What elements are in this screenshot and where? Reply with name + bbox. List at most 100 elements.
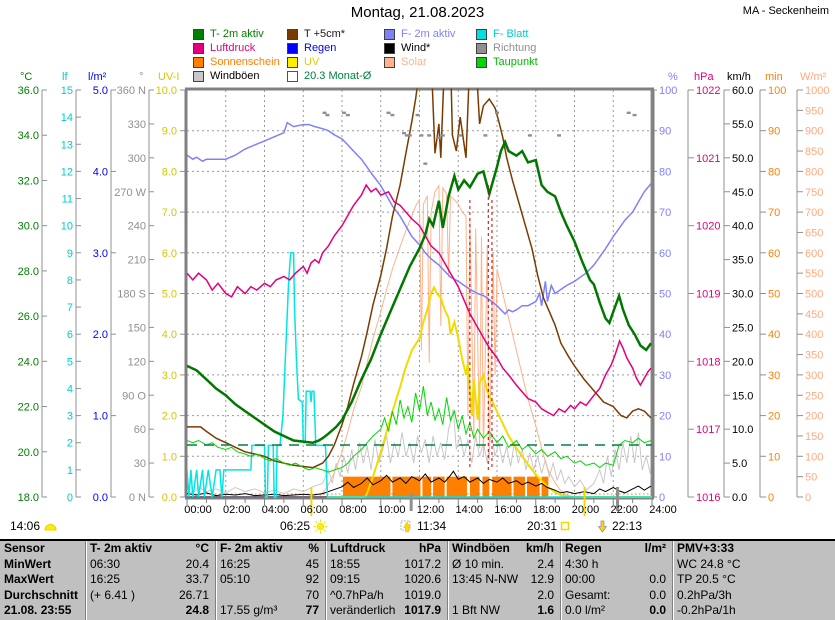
svg-text:7.0: 7.0	[162, 207, 177, 219]
legend-label: Richtung	[493, 42, 537, 54]
svg-text:22.0: 22.0	[18, 402, 39, 414]
svg-text:10:00: 10:00	[378, 504, 406, 516]
sunrise-time: 06:25	[280, 519, 311, 533]
table-cell: 0.2hPa/3h	[677, 587, 732, 602]
svg-text:14: 14	[61, 112, 73, 124]
svg-text:1.0: 1.0	[93, 411, 108, 423]
svg-text:180 S: 180 S	[117, 289, 146, 301]
svg-text:150: 150	[128, 322, 146, 334]
svg-text:10: 10	[768, 451, 780, 463]
svg-text:40: 40	[659, 329, 671, 341]
svg-text:600: 600	[805, 248, 823, 260]
legend-item-3: F- Blatt	[476, 27, 606, 41]
legend-item-0: T- 2m aktiv	[193, 27, 287, 41]
svg-text:5: 5	[67, 356, 73, 368]
table-cell: F- 2m aktiv%	[220, 541, 319, 555]
svg-text:15: 15	[61, 85, 73, 97]
svg-text:32.0: 32.0	[18, 175, 39, 187]
table-cell: Regen l/m²	[565, 541, 666, 555]
table-column-5: Regen l/m² 4:30 h 00:00 0.0 Gesamt: 0.0 0.0 l/m…	[560, 541, 672, 620]
svg-text:30.0: 30.0	[18, 221, 39, 233]
legend-item-13: 20.3 Monat-Ø	[287, 69, 384, 83]
svg-text:22:00: 22:00	[610, 504, 638, 516]
svg-text:0: 0	[67, 492, 73, 504]
table-cell: 24.8	[185, 603, 209, 618]
legend-item-1: T +5cm*	[287, 27, 384, 41]
table-column-1: T- 2m aktiv °C 06:30 20.4 16:25 33.7 (+ 6.41 )…	[85, 541, 215, 620]
table-cell: 13:45 N-NW 12.9	[452, 572, 554, 587]
moonset-time: 22:13	[612, 519, 643, 533]
legend-item-12: Windböen	[193, 69, 287, 83]
svg-text:0 N: 0 N	[129, 492, 146, 504]
svg-text:6.0: 6.0	[162, 248, 177, 260]
day-length-value: 14:06	[10, 519, 41, 533]
svg-text:0.0: 0.0	[732, 492, 747, 504]
legend-swatch-icon	[384, 42, 395, 54]
moonset-arrow-icon	[597, 520, 608, 533]
svg-text:270 W: 270 W	[114, 187, 146, 199]
svg-text:3.0: 3.0	[93, 248, 108, 260]
table-cell: 2.0	[537, 587, 554, 602]
table-cell: Windböen km/h	[452, 541, 554, 555]
table-cell: Luftdruck hPa	[330, 541, 441, 555]
svg-text:lf: lf	[62, 71, 68, 83]
svg-text:8: 8	[67, 275, 73, 287]
svg-text:10.0: 10.0	[156, 85, 177, 97]
svg-text:10: 10	[659, 451, 671, 463]
svg-text:500: 500	[805, 289, 823, 301]
svg-text:5.0: 5.0	[732, 458, 747, 470]
svg-text:18:00: 18:00	[533, 504, 561, 516]
svg-text:9.0: 9.0	[162, 126, 177, 138]
table-cell: MaxWert	[4, 572, 54, 587]
legend-item-10: Solar	[384, 55, 476, 69]
svg-text:40: 40	[768, 329, 780, 341]
sunset-time: 20:31	[527, 519, 558, 533]
svg-text:300: 300	[128, 153, 146, 165]
setting-sun-icon	[44, 523, 57, 530]
table-cell: Ø 10 min. 2.4	[452, 556, 554, 571]
legend-swatch-icon	[384, 28, 395, 40]
svg-text:4.0: 4.0	[162, 329, 177, 341]
svg-text:1: 1	[67, 465, 73, 477]
moonrise-annotation: 11:34	[400, 519, 446, 533]
svg-text:1019: 1019	[696, 289, 720, 301]
table-cell: veränderlich 1017.9	[330, 603, 441, 618]
legend-label: Taupunkt	[493, 56, 538, 68]
svg-text:10.0: 10.0	[732, 424, 753, 436]
svg-text:3.0: 3.0	[162, 370, 177, 382]
svg-text:50: 50	[768, 289, 780, 301]
svg-text:5.0: 5.0	[162, 289, 177, 301]
weather-chart: 18.020.022.024.026.028.030.032.034.036.0…	[18, 71, 829, 516]
svg-text:2.0: 2.0	[162, 411, 177, 423]
svg-text:02:00: 02:00	[223, 504, 251, 516]
legend-label: Windböen	[210, 70, 260, 82]
legend-swatch-icon	[384, 56, 395, 68]
svg-text:06:00: 06:00	[300, 504, 328, 516]
table-cell: 05:10 92	[220, 572, 319, 587]
legend-label: Solar	[401, 56, 427, 68]
svg-text:20.0: 20.0	[18, 447, 39, 459]
svg-text:70: 70	[659, 207, 671, 219]
legend-label: Regen	[304, 42, 337, 54]
svg-text:350: 350	[805, 350, 823, 362]
svg-text:12: 12	[61, 166, 73, 178]
svg-text:20.0: 20.0	[732, 356, 753, 368]
svg-text:60: 60	[768, 248, 780, 260]
svg-text:950: 950	[805, 105, 823, 117]
table-column-3: Luftdruck hPa 18:55 1017.2 09:15 1020.6 ^0.7hP…	[325, 541, 447, 620]
svg-text:20: 20	[768, 411, 780, 423]
legend-label: T +5cm*	[304, 28, 346, 40]
legend-swatch-icon	[193, 70, 204, 82]
svg-text:24:00: 24:00	[649, 504, 677, 516]
svg-text:6: 6	[67, 329, 73, 341]
svg-text:08:00: 08:00	[339, 504, 367, 516]
svg-text:13: 13	[61, 139, 73, 151]
svg-text:300: 300	[805, 370, 823, 382]
svg-text:90: 90	[768, 126, 780, 138]
chart-legend: T- 2m aktiv T +5cm* F- 2m aktiv F- Blatt Luf…	[193, 27, 606, 83]
table-cell: 0.0 l/m² 0.0	[565, 603, 666, 618]
sunset-annotation: 20:31	[527, 519, 571, 533]
legend-label: Luftdruck	[210, 42, 256, 54]
table-cell: 00:00 0.0	[565, 572, 666, 587]
svg-text:0.0: 0.0	[93, 492, 108, 504]
